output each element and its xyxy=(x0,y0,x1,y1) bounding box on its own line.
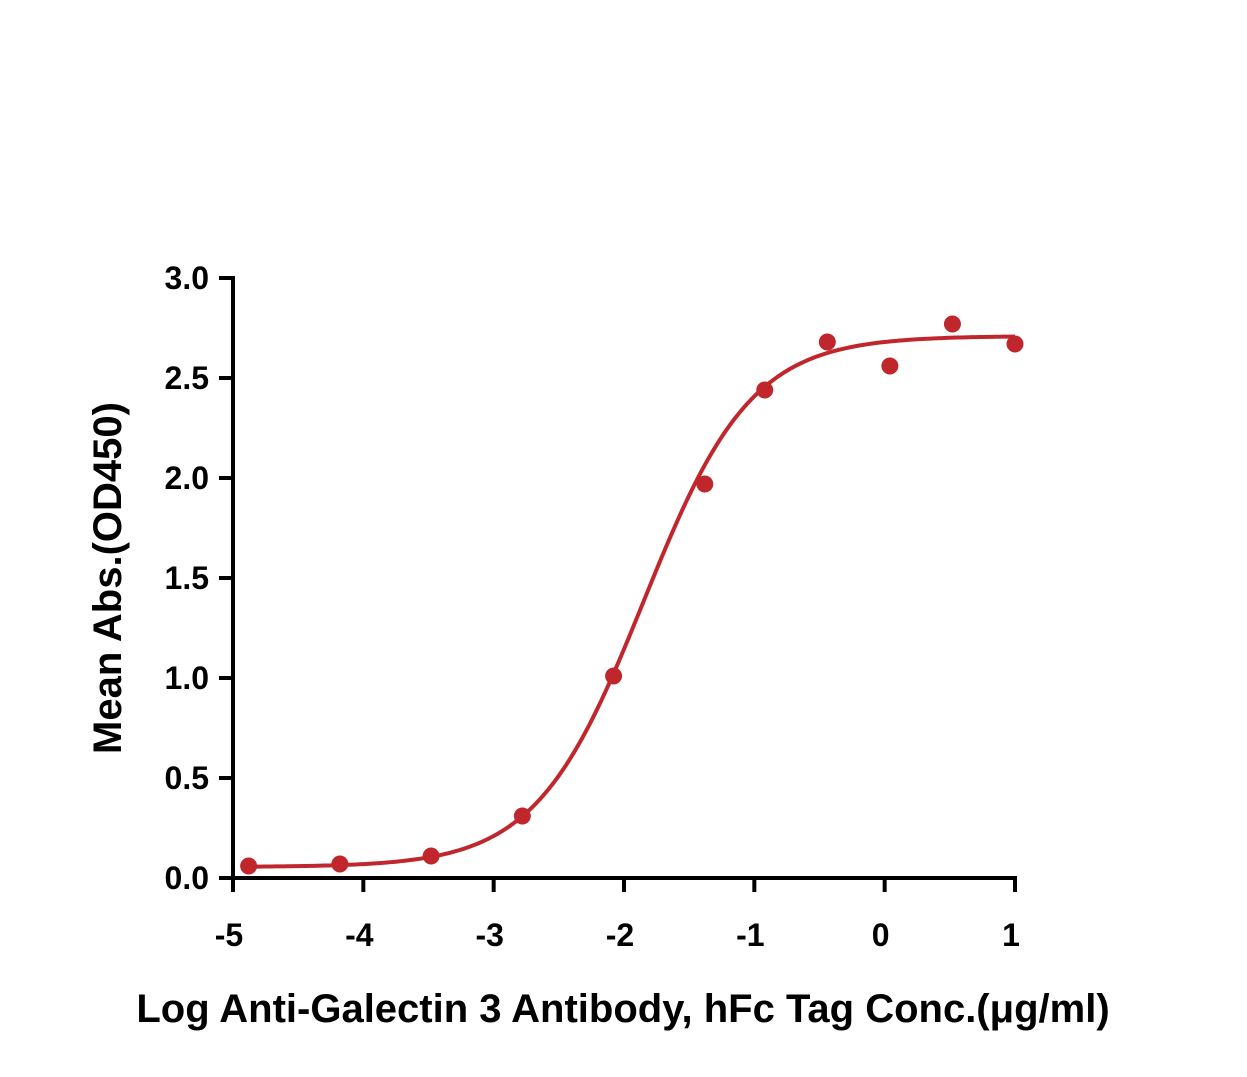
x-tick-label: -5 xyxy=(215,917,243,953)
data-point xyxy=(756,381,774,399)
y-axis-title: Mean Abs.(OD450) xyxy=(86,402,130,754)
y-tick-label: 1.0 xyxy=(165,660,209,696)
data-point xyxy=(696,475,714,493)
data-points xyxy=(240,315,1024,875)
data-point xyxy=(1006,335,1024,353)
data-point xyxy=(818,333,836,351)
y-tick-label: 2.0 xyxy=(165,460,209,496)
y-tick-label: 0.0 xyxy=(165,860,209,896)
fit-curve xyxy=(248,334,1016,869)
x-tick-label: -2 xyxy=(606,917,634,953)
data-point xyxy=(422,847,440,865)
y-tick-label: 1.5 xyxy=(165,560,209,596)
x-tick-label: 0 xyxy=(872,917,890,953)
x-tick-label: 1 xyxy=(1002,917,1020,953)
data-point xyxy=(513,807,531,825)
y-ticks: 0.0 0.5 1.0 1.5 2.0 2.5 3.0 xyxy=(165,260,233,896)
data-point xyxy=(240,857,258,875)
data-point xyxy=(605,667,623,685)
y-tick-label: 3.0 xyxy=(165,260,209,296)
data-point xyxy=(881,357,899,375)
y-tick-label: 2.5 xyxy=(165,360,209,396)
x-tick-label: -1 xyxy=(736,917,764,953)
x-ticks: -5 -4 -3 -2 -1 0 1 xyxy=(215,878,1020,953)
data-point xyxy=(331,855,349,873)
y-tick-label: 0.5 xyxy=(165,760,209,796)
x-tick-label: -3 xyxy=(475,917,503,953)
data-point xyxy=(943,315,961,333)
x-axis-title: Log Anti-Galectin 3 Antibody, hFc Tag Co… xyxy=(136,987,1109,1031)
x-tick-label: -4 xyxy=(345,917,374,953)
